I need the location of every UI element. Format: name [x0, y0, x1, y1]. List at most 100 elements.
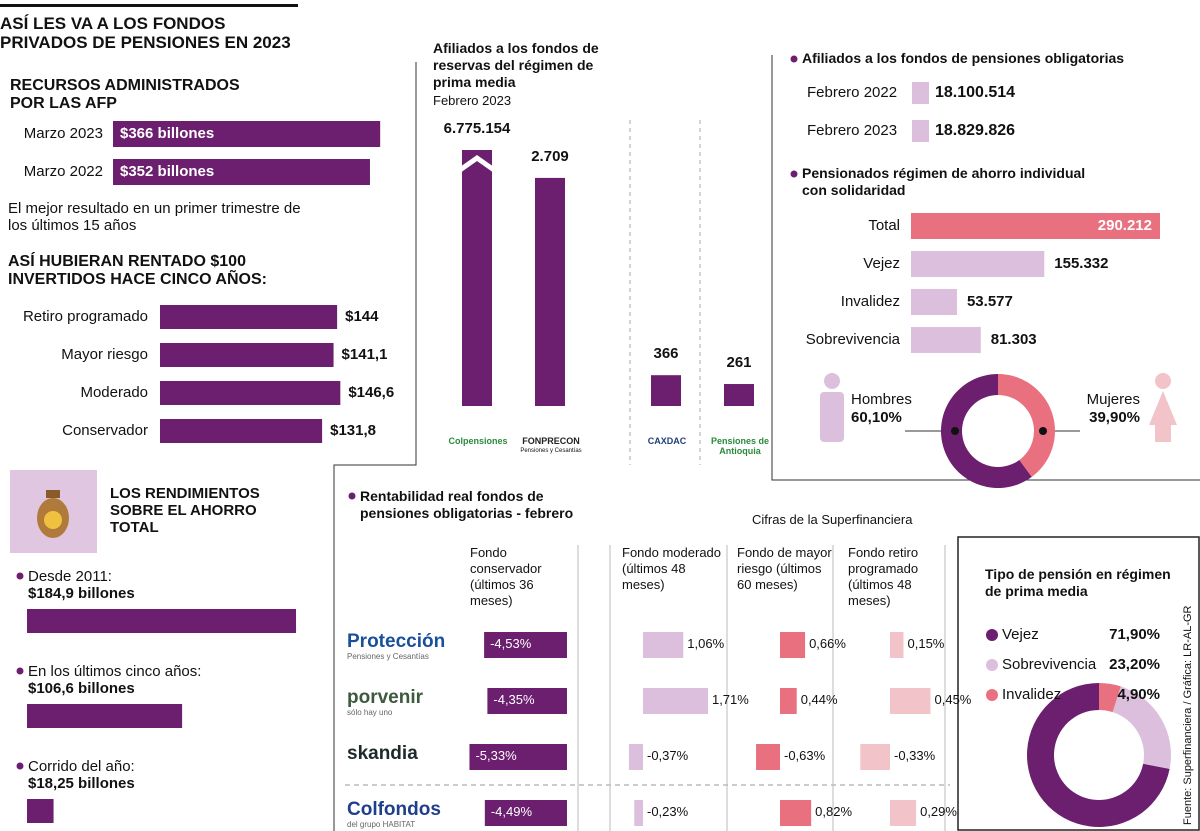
bar	[160, 419, 323, 443]
bar	[780, 688, 797, 714]
value-label: $146,6	[348, 384, 395, 401]
column-header: Fondo conservador (últimos 36 meses)	[470, 545, 542, 608]
bar	[911, 251, 1045, 277]
frame-line	[771, 55, 1200, 481]
legend-swatch	[986, 659, 998, 671]
value-label: 290.212	[1097, 217, 1152, 234]
column-header: Fondo de mayor riesgo (últimos 60 meses)	[737, 545, 832, 592]
value-label: 366	[653, 345, 679, 363]
category-label: En los últimos cinco años:	[28, 663, 202, 680]
bar	[756, 744, 780, 770]
donut-slice	[941, 374, 1032, 489]
value-label: 261	[726, 354, 752, 372]
bar	[780, 632, 806, 658]
category-label: Vejez	[863, 255, 900, 272]
value-label: 23,20%	[1109, 656, 1160, 673]
logo-tagline: Pensiones y Cesantías	[520, 448, 582, 454]
icon-woman	[1149, 373, 1177, 442]
value-label: 71,90%	[1109, 626, 1160, 643]
bar	[643, 632, 684, 658]
category-label: Corrido del año:	[28, 758, 135, 775]
value-label: 0,44%	[800, 692, 838, 707]
legend-label: Vejez	[1002, 626, 1039, 643]
legend-swatch	[986, 629, 998, 641]
value-label: -0,37%	[647, 748, 689, 763]
header-rule	[0, 4, 298, 7]
value-label: 2.709	[531, 147, 569, 165]
title: ASÍ LES VA A LOS FONDOS PRIVADOS DE PENS…	[0, 14, 291, 52]
value-label: $144	[345, 308, 379, 325]
bar	[113, 159, 370, 185]
value-label: -0,33%	[894, 748, 936, 763]
logo-label: CAXDAC	[647, 436, 687, 446]
bar	[634, 800, 643, 826]
category-label: Febrero 2023	[807, 122, 898, 139]
coin	[44, 511, 62, 529]
bar	[724, 384, 754, 406]
credit: Fuente: Superfinanciera / Gráfica: LR-AL…	[1182, 605, 1194, 825]
value-label: -0,63%	[784, 748, 826, 763]
value-label: $366 billones	[120, 125, 215, 142]
bar	[27, 609, 297, 633]
bag-tie	[46, 490, 60, 498]
donut-slice	[1027, 683, 1170, 827]
value-label: 0,15%	[907, 636, 945, 651]
section-title: RECURSOS ADMINISTRADOS POR LAS AFP	[10, 77, 240, 112]
section-title: Afiliados a los fondos de reservas del r…	[433, 40, 599, 90]
fund-name: skandia	[347, 743, 418, 764]
value-label: $106,6 billones	[28, 680, 135, 697]
source: Cifras de la Superfinanciera	[752, 512, 913, 527]
value-label: 18.829.826	[935, 122, 1016, 139]
value-label: 81.303	[990, 331, 1037, 348]
dot	[951, 427, 959, 435]
value-label: 18.100.514	[935, 84, 1016, 101]
value-label: 1,71%	[711, 692, 749, 707]
value-label: 53.577	[966, 293, 1013, 310]
legend-swatch	[986, 689, 998, 701]
category-label: Moderado	[80, 384, 148, 401]
fund-name: Protección	[347, 631, 446, 652]
bar	[643, 688, 708, 714]
box	[957, 536, 1200, 831]
bar	[487, 688, 567, 714]
bar	[113, 121, 381, 147]
value-label: -4,49%	[490, 804, 533, 819]
note: El mejor resultado en un primer trimestr…	[8, 200, 301, 234]
value-label: 60,10%	[851, 409, 902, 426]
value-label: 1,06%	[687, 636, 725, 651]
logo-label: FONPRECON	[522, 436, 580, 446]
icon-man	[820, 373, 844, 442]
bar	[484, 800, 567, 826]
bullet	[348, 492, 356, 500]
bar	[911, 213, 1161, 239]
legend-label: Mujeres	[1086, 391, 1140, 408]
fund-name: Colfondos	[347, 799, 441, 820]
value-label: 0,45%	[934, 692, 972, 707]
logo-label: Pensiones de Antioquia	[710, 436, 770, 457]
bar	[160, 343, 334, 367]
bar	[860, 744, 890, 770]
bullet	[790, 55, 798, 63]
value-label: 155.332	[1054, 255, 1109, 272]
category-label: Invalidez	[840, 293, 900, 310]
dot	[1039, 427, 1047, 435]
bar	[780, 800, 812, 826]
section-title: LOS RENDIMIENTOS SOBRE EL AHORRO TOTAL	[110, 485, 260, 536]
value-label: 6.775.154	[443, 120, 511, 137]
donut-slice	[1099, 683, 1121, 713]
value-label: 0,66%	[809, 636, 846, 651]
bar	[911, 327, 981, 353]
section-title: ASÍ HUBIERAN RENTADO $100 INVERTIDOS HAC…	[8, 253, 267, 288]
donut-slice	[998, 374, 1055, 477]
value-label: -4,35%	[493, 692, 535, 707]
section-title: Tipo de pensión en régimen de prima medi…	[985, 566, 1171, 599]
axis-break	[458, 154, 496, 173]
column-header: Fondo moderado (últimos 48 meses)	[622, 545, 722, 592]
value-label: $141,1	[341, 346, 388, 363]
bullet	[16, 762, 24, 770]
value-label: $18,25 billones	[28, 775, 135, 792]
value-label: $184,9 billones	[28, 585, 135, 602]
category-label: Mayor riesgo	[61, 346, 148, 363]
category-label: Marzo 2023	[23, 125, 103, 142]
bar	[911, 289, 957, 315]
